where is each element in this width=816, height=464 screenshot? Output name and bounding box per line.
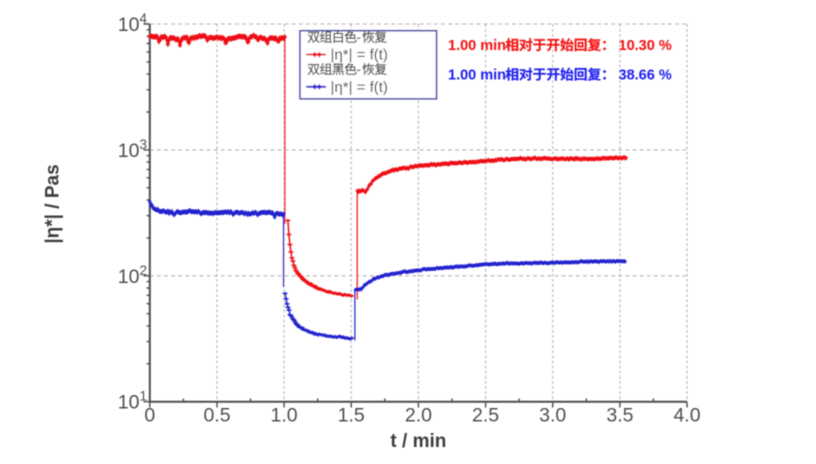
svg-text:2.5: 2.5 (472, 405, 499, 427)
svg-text:3.0: 3.0 (539, 405, 566, 427)
svg-text:10.30 %: 10.30 % (619, 38, 672, 54)
svg-text:38.66 %: 38.66 % (619, 67, 672, 83)
svg-text:|η*| = f(t): |η*| = f(t) (331, 79, 388, 96)
svg-text:1.5: 1.5 (338, 405, 365, 427)
svg-text:|η*| / Pas: |η*| / Pas (43, 164, 64, 243)
svg-text:2.0: 2.0 (405, 405, 432, 427)
svg-text:3.5: 3.5 (606, 405, 633, 427)
svg-text:1.0: 1.0 (271, 405, 298, 427)
svg-text:|η*| = f(t): |η*| = f(t) (331, 47, 388, 64)
svg-text:t / min: t / min (390, 431, 446, 452)
svg-text:1.00 min: 1.00 min (448, 67, 506, 83)
svg-text:0: 0 (144, 405, 155, 427)
svg-text:1.00 min: 1.00 min (448, 38, 506, 54)
svg-text:4.0: 4.0 (673, 405, 700, 427)
svg-text:0.5: 0.5 (203, 405, 230, 427)
